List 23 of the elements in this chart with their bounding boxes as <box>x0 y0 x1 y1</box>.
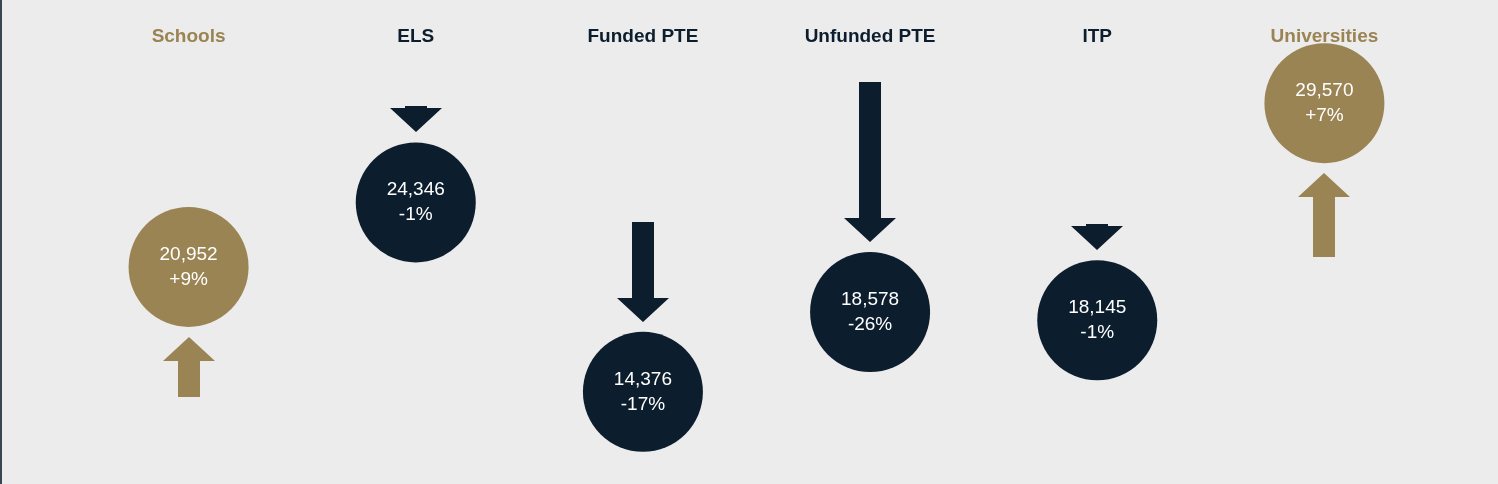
annotation: +7% <box>1305 103 1344 125</box>
x-tick-label: ITP <box>1082 24 1113 46</box>
x-tick-label: Universities <box>1270 24 1379 46</box>
data-label: 18,578 <box>841 287 900 309</box>
point <box>355 142 476 263</box>
data-label: 14,376 <box>613 367 672 389</box>
point <box>1264 43 1385 164</box>
x-tick-label: Schools <box>151 24 226 46</box>
data-label: 18,145 <box>1068 295 1127 317</box>
annotation: +9% <box>169 267 208 289</box>
data-label: 24,346 <box>386 178 445 200</box>
annotation: -1% <box>398 203 433 225</box>
annotation: -26% <box>847 312 893 334</box>
x-tick-label: ELS <box>397 24 435 46</box>
x-tick-label: Unfunded PTE <box>804 24 936 46</box>
data-label: 20,952 <box>159 242 218 264</box>
point <box>128 206 249 327</box>
point <box>810 252 931 373</box>
point <box>1037 260 1158 381</box>
x-tick-label: Funded PTE <box>587 24 699 46</box>
data-label: 29,570 <box>1295 78 1354 100</box>
annotation: -1% <box>1080 320 1115 342</box>
annotation: -17% <box>620 392 666 414</box>
